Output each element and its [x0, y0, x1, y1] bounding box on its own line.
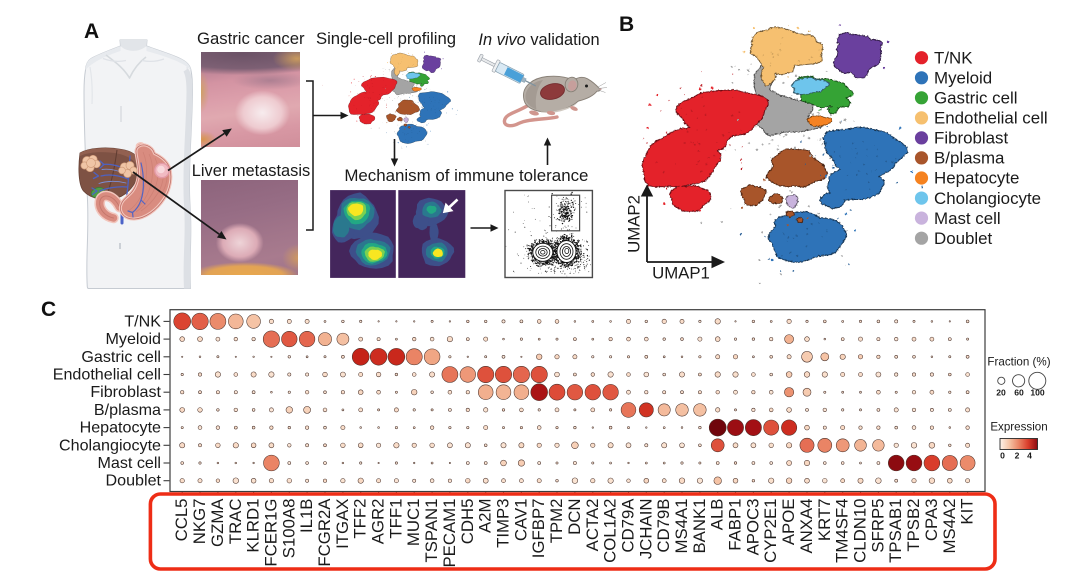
- svg-text:AGR2: AGR2: [369, 499, 388, 545]
- svg-text:SFRP5: SFRP5: [868, 499, 887, 553]
- svg-text:Single-cell profiling: Single-cell profiling: [316, 29, 456, 48]
- svg-text:Hepatocyte: Hepatocyte: [80, 419, 161, 437]
- svg-text:TPSAB1: TPSAB1: [886, 499, 905, 563]
- svg-text:Gastric cancer: Gastric cancer: [197, 29, 305, 48]
- svg-text:TSPAN1: TSPAN1: [422, 499, 441, 563]
- svg-text:CDH5: CDH5: [458, 499, 477, 545]
- svg-text:Cholangiocyte: Cholangiocyte: [59, 436, 161, 454]
- svg-text:ALB: ALB: [708, 499, 727, 531]
- svg-text:NKG7: NKG7: [190, 499, 209, 545]
- svg-text:60: 60: [1014, 388, 1024, 398]
- svg-text:In vivo validation: In vivo validation: [478, 31, 599, 49]
- svg-text:CLDN10: CLDN10: [851, 499, 870, 563]
- svg-text:100: 100: [1030, 388, 1045, 398]
- svg-text:FABP1: FABP1: [726, 499, 745, 551]
- svg-text:IGFBP7: IGFBP7: [529, 499, 548, 559]
- svg-text:IL1B: IL1B: [297, 499, 316, 534]
- svg-text:Gastric cell: Gastric cell: [81, 348, 161, 366]
- svg-text:B: B: [619, 13, 634, 36]
- svg-text:APOC3: APOC3: [743, 499, 762, 556]
- svg-text:20: 20: [996, 388, 1006, 398]
- svg-text:CYP2E1: CYP2E1: [761, 499, 780, 563]
- svg-text:UMAP1: UMAP1: [652, 264, 710, 283]
- svg-text:T/NK: T/NK: [124, 312, 161, 330]
- svg-text:Liver metastasis: Liver metastasis: [192, 162, 310, 180]
- svg-text:BANK1: BANK1: [690, 499, 709, 554]
- svg-text:Mast cell: Mast cell: [98, 454, 162, 472]
- svg-text:A2M: A2M: [476, 499, 495, 534]
- svg-text:TFF2: TFF2: [351, 499, 370, 539]
- svg-text:TRAC: TRAC: [226, 499, 245, 545]
- svg-text:T/NK: T/NK: [934, 48, 973, 67]
- svg-text:GZMA: GZMA: [208, 498, 227, 547]
- svg-text:FCER1G: FCER1G: [261, 499, 280, 567]
- svg-text:0: 0: [1000, 451, 1005, 461]
- svg-text:2: 2: [1015, 451, 1020, 461]
- svg-text:FCGR2A: FCGR2A: [315, 498, 334, 567]
- svg-text:C: C: [41, 298, 56, 321]
- svg-text:COL1A2: COL1A2: [601, 499, 620, 563]
- svg-text:KIT: KIT: [958, 499, 977, 525]
- svg-text:APOE: APOE: [779, 499, 798, 546]
- svg-text:Endothelial cell: Endothelial cell: [934, 109, 1048, 128]
- svg-text:JCHAIN: JCHAIN: [636, 499, 655, 560]
- svg-text:CD79B: CD79B: [654, 499, 673, 553]
- svg-text:MS4A1: MS4A1: [672, 499, 691, 554]
- svg-text:4: 4: [1027, 451, 1032, 461]
- svg-text:PECAM1: PECAM1: [440, 499, 459, 568]
- svg-text:CAV1: CAV1: [511, 499, 530, 542]
- svg-text:UMAP2: UMAP2: [625, 195, 644, 253]
- svg-text:Myeloid: Myeloid: [934, 69, 992, 88]
- svg-text:CPA3: CPA3: [922, 499, 941, 542]
- svg-text:DCN: DCN: [565, 499, 584, 535]
- svg-text:TIMP3: TIMP3: [494, 499, 513, 548]
- svg-text:TPM2: TPM2: [547, 499, 566, 544]
- svg-text:Fraction (%): Fraction (%): [987, 356, 1050, 369]
- svg-text:ANXA4: ANXA4: [797, 499, 816, 554]
- svg-text:Gastric cell: Gastric cell: [934, 89, 1018, 108]
- svg-text:Expression: Expression: [990, 421, 1047, 434]
- svg-text:Mast cell: Mast cell: [934, 209, 1001, 228]
- svg-text:MS4A2: MS4A2: [940, 499, 959, 554]
- svg-text:CCL5: CCL5: [172, 499, 191, 542]
- svg-text:Fibroblast: Fibroblast: [90, 383, 161, 401]
- svg-text:TFF1: TFF1: [386, 499, 405, 539]
- svg-text:ITGAX: ITGAX: [333, 499, 352, 549]
- svg-text:TM4SF4: TM4SF4: [833, 499, 852, 563]
- svg-text:Myeloid: Myeloid: [106, 330, 161, 348]
- svg-text:B/plasma: B/plasma: [94, 401, 161, 419]
- svg-text:B/plasma: B/plasma: [934, 149, 1005, 168]
- svg-text:KLRD1: KLRD1: [244, 499, 263, 553]
- svg-text:Mechanism of immune tolerance: Mechanism of immune tolerance: [344, 166, 588, 185]
- svg-text:Doublet: Doublet: [934, 229, 993, 248]
- svg-text:Fibroblast: Fibroblast: [934, 129, 1008, 148]
- svg-text:ACTA2: ACTA2: [583, 499, 602, 552]
- svg-text:Endothelial cell: Endothelial cell: [53, 366, 161, 384]
- svg-text:KRT7: KRT7: [815, 499, 834, 542]
- svg-text:Cholangiocyte: Cholangiocyte: [934, 189, 1041, 208]
- svg-text:CD79A: CD79A: [619, 498, 638, 553]
- svg-text:A: A: [84, 20, 99, 43]
- svg-text:TPSB2: TPSB2: [904, 499, 923, 552]
- svg-text:Doublet: Doublet: [106, 472, 162, 490]
- svg-text:S100A8: S100A8: [279, 499, 298, 559]
- svg-text:Hepatocyte: Hepatocyte: [934, 169, 1019, 188]
- svg-text:MUC1: MUC1: [404, 499, 423, 547]
